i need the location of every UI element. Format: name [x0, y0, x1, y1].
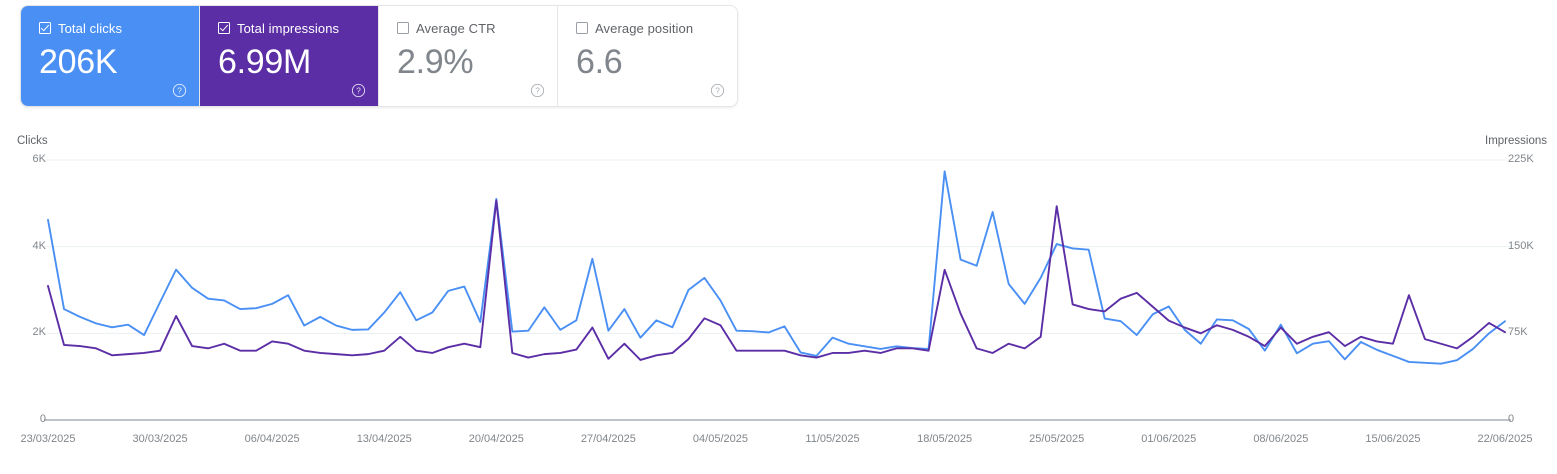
metric-card-average-position[interactable]: Average position 6.6 ? — [558, 6, 737, 106]
series-line-impressions — [47, 199, 1506, 361]
x-axis-tick: 04/05/2025 — [692, 433, 748, 445]
right-axis-title: Impressions — [1485, 135, 1547, 147]
metric-label: Average CTR — [416, 20, 496, 36]
help-circle-icon[interactable]: ? — [172, 83, 187, 98]
metric-card-header: Total clicks — [39, 20, 199, 36]
metric-card-header: Average position — [576, 20, 737, 36]
svg-text:?: ? — [177, 87, 182, 96]
metric-card-header: Total impressions — [218, 20, 378, 36]
metric-value: 2.9% — [397, 43, 474, 81]
metric-card-header: Average CTR — [397, 20, 557, 36]
metric-cards-row: Total clicks 206K ? Total impressions 6.… — [20, 5, 738, 107]
x-axis-tick: 22/06/2025 — [1477, 433, 1533, 445]
right-axis-tick: 75K — [1508, 326, 1528, 339]
gridlines — [44, 159, 1511, 421]
chart-plot-area — [44, 159, 1511, 421]
checkbox-total-impressions[interactable] — [218, 22, 230, 34]
x-axis-tick: 15/06/2025 — [1365, 433, 1421, 445]
left-axis-tick: 2K — [32, 326, 46, 339]
svg-text:?: ? — [535, 87, 540, 96]
help-circle-icon[interactable]: ? — [351, 83, 366, 98]
series-line-clicks — [47, 170, 1506, 365]
x-axis-tick: 23/03/2025 — [20, 433, 76, 445]
performance-chart: Clicks Impressions 6K 4K 2K 0 225K 150K 75K 0 … — [0, 128, 1557, 474]
metric-label: Total impressions — [237, 20, 340, 36]
metric-label: Total clicks — [58, 20, 123, 36]
x-axis-tick: 30/03/2025 — [132, 433, 188, 445]
metric-value: 6.6 — [576, 43, 623, 81]
svg-text:?: ? — [356, 87, 361, 96]
left-axis-tick: 0 — [39, 413, 46, 425]
help-circle-icon[interactable]: ? — [710, 83, 725, 98]
right-axis-tick: 225K — [1508, 153, 1534, 165]
checkbox-total-clicks[interactable] — [39, 22, 51, 34]
x-axis-tick: 11/05/2025 — [805, 433, 860, 445]
metric-label: Average position — [595, 20, 694, 36]
svg-text:?: ? — [715, 87, 720, 96]
x-axis-tick: 20/04/2025 — [468, 433, 524, 445]
left-axis-tick: 6K — [32, 153, 46, 165]
metric-value: 206K — [39, 43, 118, 81]
x-axis-tick: 25/05/2025 — [1029, 433, 1085, 445]
x-axis-tick: 01/06/2025 — [1141, 433, 1197, 445]
x-axis-tick: 06/04/2025 — [244, 433, 300, 445]
checkbox-average-position[interactable] — [576, 22, 588, 34]
x-axis-tick: 18/05/2025 — [917, 433, 973, 445]
checkbox-average-ctr[interactable] — [397, 22, 409, 34]
metric-card-average-ctr[interactable]: Average CTR 2.9% ? — [379, 6, 558, 106]
x-axis-tick: 27/04/2025 — [580, 433, 636, 445]
x-axis-tick: 08/06/2025 — [1253, 433, 1309, 445]
help-circle-icon[interactable]: ? — [530, 83, 545, 98]
metric-card-total-clicks[interactable]: Total clicks 206K ? — [21, 6, 200, 106]
left-axis-title: Clicks — [17, 135, 48, 147]
right-axis-tick: 150K — [1508, 239, 1534, 252]
right-axis-tick: 0 — [1508, 413, 1515, 425]
left-axis-tick: 4K — [32, 239, 46, 252]
metric-card-total-impressions[interactable]: Total impressions 6.99M ? — [200, 6, 379, 106]
series-layer — [47, 170, 1506, 365]
x-axis-tick: 13/04/2025 — [356, 433, 412, 445]
metric-value: 6.99M — [218, 43, 311, 81]
